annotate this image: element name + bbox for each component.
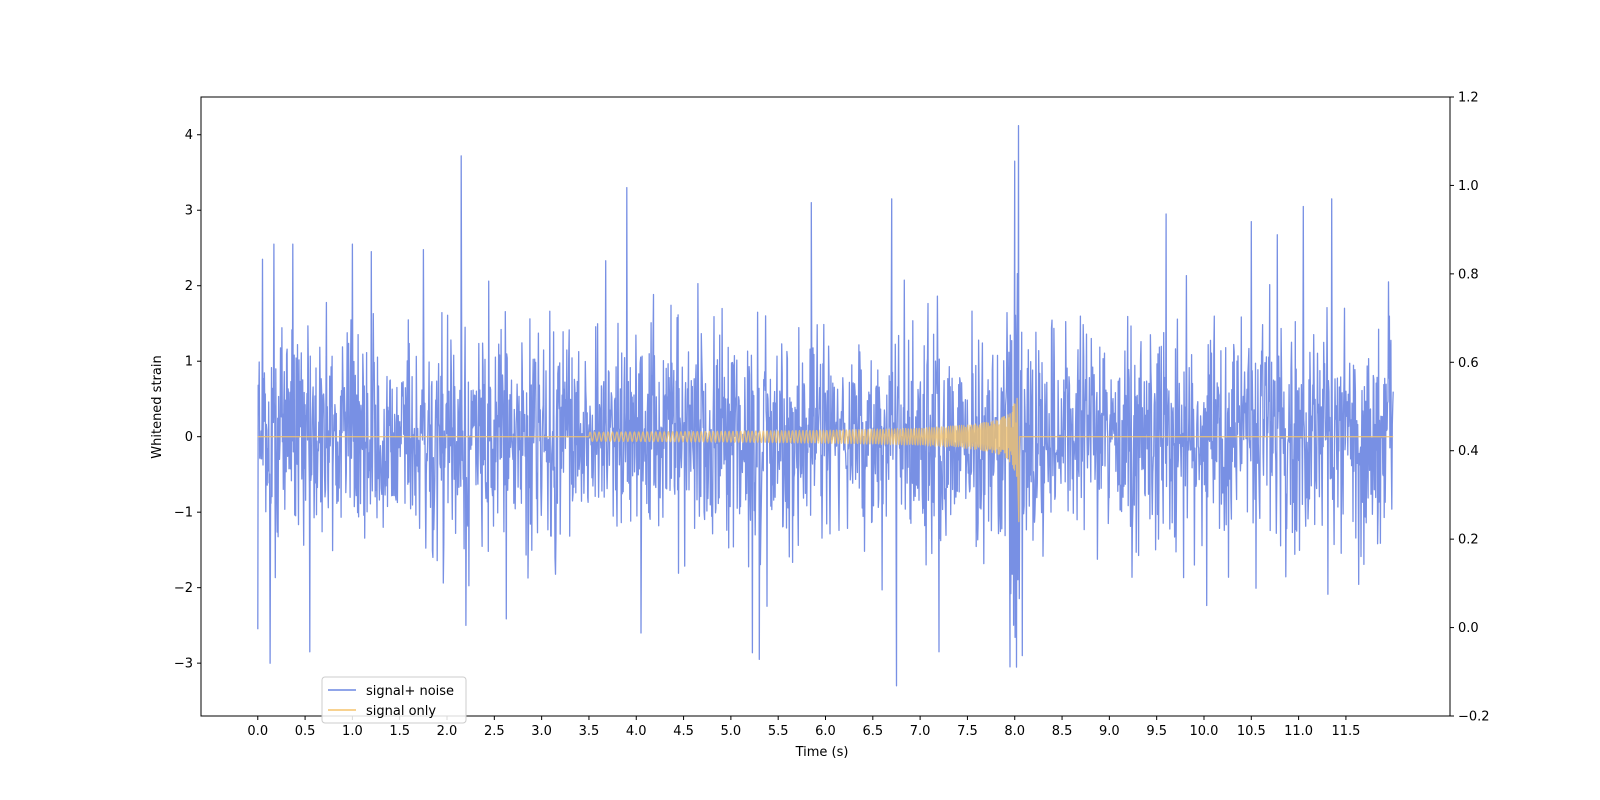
x-tick-label: 5.5 xyxy=(768,724,789,739)
y2-tick-label: 0.6 xyxy=(1458,356,1479,371)
x-axis: 0.0 0.5 1.0 1.5 2.0 2.5 3.0 3.5 4.0 4.5 5.0 5.5 6.0 6… xyxy=(247,716,1360,739)
x-tick-label: 9.0 xyxy=(1099,724,1120,739)
y-axis-label: Whitened strain xyxy=(150,355,165,458)
x-tick-label: 4.0 xyxy=(626,724,647,739)
x-tick-label: 5.0 xyxy=(721,724,742,739)
x-tick-label: 7.5 xyxy=(957,724,978,739)
x-tick-label: 4.5 xyxy=(673,724,694,739)
y2-tick-label: 1.0 xyxy=(1458,179,1479,194)
legend-label-signal-only: signal only xyxy=(366,704,436,719)
y-tick-label: 0 xyxy=(185,430,193,445)
plot-area xyxy=(257,125,1394,687)
x-tick-label: 7.0 xyxy=(910,724,931,739)
y-tick-label: −3 xyxy=(174,657,193,672)
series-line-signal-noise xyxy=(257,125,1394,687)
y-tick-label: 3 xyxy=(185,204,193,219)
x-tick-label: 11.0 xyxy=(1284,724,1313,739)
x-tick-label: 6.0 xyxy=(815,724,836,739)
y-tick-label: 1 xyxy=(185,355,193,370)
y2-tick-label: 0.0 xyxy=(1458,621,1479,636)
y2-tick-label: 0.8 xyxy=(1458,267,1479,282)
x-axis-label: Time (s) xyxy=(795,745,849,760)
x-tick-label: 2.5 xyxy=(484,724,505,739)
x-tick-label: 0.0 xyxy=(247,724,268,739)
x-tick-label: 11.5 xyxy=(1331,724,1360,739)
x-tick-label: 3.0 xyxy=(531,724,552,739)
x-tick-label: 8.5 xyxy=(1052,724,1073,739)
y-tick-label: −1 xyxy=(174,506,193,521)
y-tick-label: 2 xyxy=(185,279,193,294)
x-tick-label: 1.0 xyxy=(342,724,363,739)
y-axis-right: −0.2 0.0 0.2 0.4 0.6 0.8 1.0 1.2 xyxy=(1450,91,1490,725)
series-line-signal-only xyxy=(257,397,1394,523)
y2-tick-label: −0.2 xyxy=(1458,710,1490,725)
y-tick-label: −2 xyxy=(174,581,193,596)
x-tick-label: 6.5 xyxy=(862,724,883,739)
x-tick-label: 1.5 xyxy=(389,724,410,739)
y-tick-label: 4 xyxy=(185,128,193,143)
x-tick-label: 3.5 xyxy=(579,724,600,739)
x-tick-label: 10.5 xyxy=(1237,724,1266,739)
x-tick-label: 2.0 xyxy=(437,724,458,739)
legend-box xyxy=(321,676,467,724)
y2-tick-label: 0.2 xyxy=(1458,533,1479,548)
x-tick-label: 10.0 xyxy=(1190,724,1219,739)
x-tick-label: 9.5 xyxy=(1146,724,1167,739)
y-axis-left: −3 −2 −1 0 1 2 3 4 xyxy=(174,128,201,672)
y2-tick-label: 0.4 xyxy=(1458,444,1479,459)
x-tick-label: 8.0 xyxy=(1004,724,1025,739)
legend: signal+ noise signal only xyxy=(321,676,467,724)
legend-label-signal-noise: signal+ noise xyxy=(366,684,454,699)
x-tick-label: 0.5 xyxy=(295,724,316,739)
y2-tick-label: 1.2 xyxy=(1458,91,1479,106)
